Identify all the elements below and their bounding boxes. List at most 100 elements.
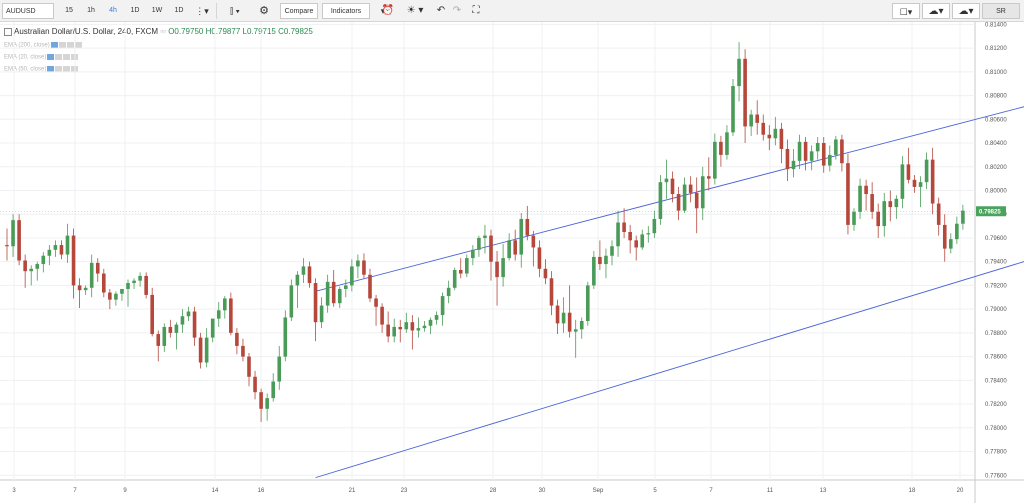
indicator-remove-icon[interactable]: [63, 54, 71, 60]
candle-body: [573, 329, 578, 332]
candle: [313, 278, 318, 342]
compare-button[interactable]: Compare: [280, 3, 318, 19]
collapse-legend-icon[interactable]: [4, 27, 12, 36]
indicator-settings-icon[interactable]: [47, 66, 55, 72]
chart-legend: Australian Dollar/U.S. Dollar, 240, FXCM…: [4, 27, 313, 36]
candle-body: [253, 376, 257, 393]
candle-body: [930, 159, 935, 204]
indicator-settings-icon[interactable]: [47, 54, 55, 60]
more-intervals-icon[interactable]: ⋮▾: [195, 6, 209, 16]
indicators-dropdown-icon[interactable]: ▾: [380, 6, 386, 16]
candle: [17, 214, 21, 266]
candle: [912, 175, 917, 193]
channel-lines[interactable]: [315, 75, 1024, 479]
interval-1d-button[interactable]: 1D: [130, 7, 140, 14]
candle: [458, 258, 463, 279]
indicator-visibility-icon[interactable]: [55, 54, 63, 60]
candle-body: [59, 245, 64, 255]
indicator-label: EMA (200, close): [4, 42, 50, 49]
candle: [682, 177, 687, 214]
candle: [507, 233, 511, 261]
candle: [380, 303, 384, 333]
candle: [930, 147, 935, 215]
candle-body: [477, 237, 481, 250]
indicators-button[interactable]: Indicators: [322, 3, 370, 19]
candle: [295, 271, 300, 308]
candle: [791, 148, 796, 178]
sr-button[interactable]: SR: [982, 3, 1020, 19]
candle: [89, 254, 94, 298]
interval-1h-button[interactable]: 1h: [87, 7, 95, 14]
interval-custom-button[interactable]: 1D: [174, 7, 184, 14]
candle-body: [894, 198, 899, 208]
candle-body: [168, 326, 173, 333]
last-price-marker: 0.79825: [0, 206, 1006, 217]
legend-options-icon[interactable]: ▫▫: [160, 27, 166, 36]
candle: [229, 292, 233, 336]
high-value: H0.79877: [205, 27, 241, 36]
candle: [658, 175, 663, 225]
price-chart[interactable]: 0.81400 0.81200 0.81000 0.80800 0.80600 0.804…: [0, 22, 1024, 503]
interval-15-button[interactable]: 15: [65, 7, 73, 14]
candle: [114, 291, 118, 306]
candle: [307, 261, 312, 288]
candle-body: [410, 322, 415, 331]
undo-icon[interactable]: ↶: [436, 5, 446, 16]
candle-body: [694, 192, 699, 209]
candle: [537, 240, 542, 278]
candle-body: [452, 269, 457, 288]
candle-body: [803, 141, 808, 161]
candle: [138, 272, 142, 287]
cloud-save-icon[interactable]: ☁▾: [952, 3, 980, 19]
y-tick-label: 0.79600: [985, 236, 1007, 242]
fullscreen-icon[interactable]: ⛶: [472, 5, 480, 16]
candle-body: [906, 164, 911, 180]
candle-body: [852, 211, 856, 225]
candle-body: [652, 218, 657, 234]
indicator-remove-icon[interactable]: [63, 66, 71, 72]
y-tick-label: 0.78600: [985, 355, 1007, 361]
settings-gear-icon[interactable]: ⚙: [259, 5, 269, 17]
candle: [567, 285, 572, 338]
candle-body: [785, 148, 790, 170]
price-axis[interactable]: 0.81400 0.81200 0.81000 0.80800 0.80600 0.804…: [985, 22, 1007, 479]
candle-body: [664, 178, 669, 183]
candle-body: [114, 293, 118, 300]
candle: [235, 328, 239, 355]
x-tick-label: 14: [212, 488, 219, 494]
candle-body: [942, 224, 947, 249]
candle-body: [265, 398, 269, 409]
cloud-load-icon[interactable]: ☁▾: [922, 3, 950, 19]
light-bulb-icon[interactable]: ☀ ▾: [406, 5, 424, 16]
indicator-settings-icon[interactable]: [50, 42, 58, 48]
candle: [5, 228, 9, 261]
indicator-ema200[interactable]: EMA (200, close): [4, 42, 82, 49]
indicator-more-icon[interactable]: [74, 42, 82, 48]
redo-icon[interactable]: ↷: [452, 5, 462, 16]
candle: [949, 233, 953, 254]
channel-line-upper: [315, 106, 1024, 292]
layout-select-icon[interactable]: ☐▾: [892, 3, 920, 19]
candle: [83, 285, 88, 295]
candle-body: [120, 288, 124, 294]
candle: [204, 328, 209, 368]
candle: [828, 145, 832, 172]
chart-style-icon[interactable]: ⫿ ▾: [230, 6, 240, 16]
indicator-visibility-icon[interactable]: [58, 42, 66, 48]
symbol-search-input[interactable]: AUDUSD: [2, 3, 54, 19]
y-tick-label: 0.81400: [985, 22, 1007, 28]
interval-1w-button[interactable]: 1W: [151, 7, 163, 14]
interval-4h-button[interactable]: 4h: [109, 7, 117, 14]
candle-body: [29, 268, 33, 272]
indicator-visibility-icon[interactable]: [55, 66, 63, 72]
candle: [489, 229, 493, 281]
time-axis[interactable]: 3 7 9 14 16 21 23 28 30 Sep 5 7 11 13 18 20: [12, 488, 964, 494]
candle-body: [888, 201, 893, 208]
indicator-remove-icon[interactable]: [66, 42, 74, 48]
candle: [906, 147, 911, 184]
candle-body: [204, 337, 209, 363]
candle: [495, 251, 499, 306]
candle-body: [900, 164, 905, 199]
candle: [404, 312, 409, 333]
alert-icon[interactable]: ⏰: [381, 5, 395, 16]
